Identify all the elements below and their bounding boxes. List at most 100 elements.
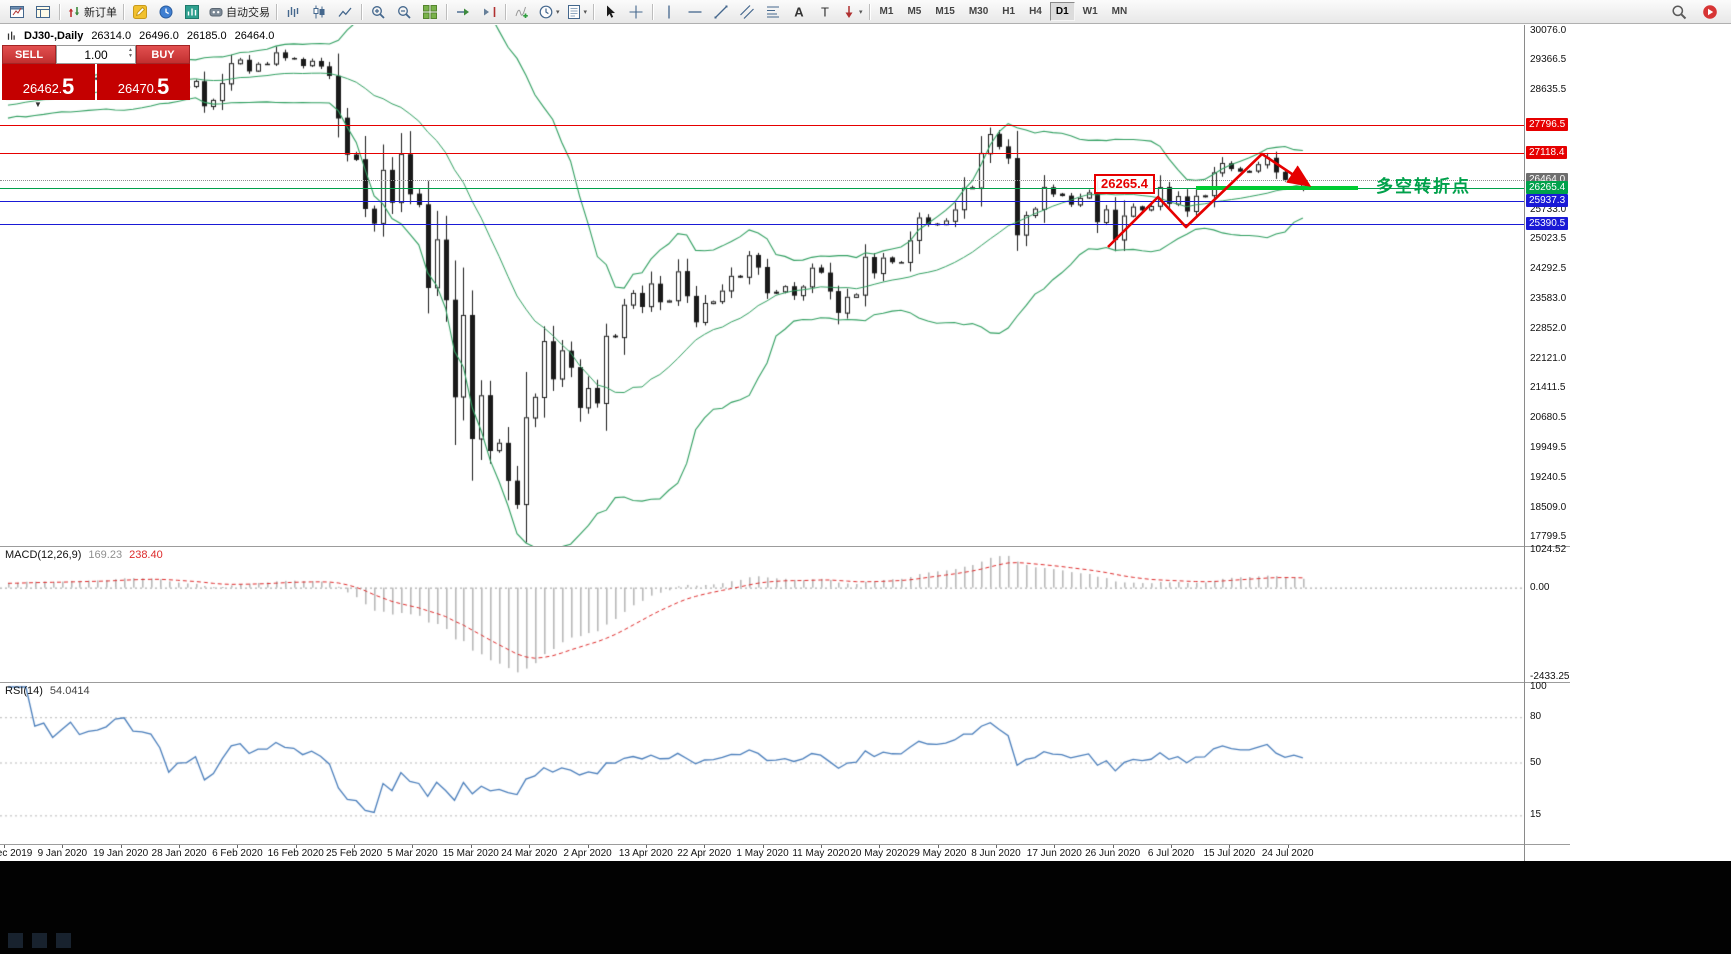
timeframe-h1[interactable]: H1 [1002, 6, 1016, 17]
rsi-scale-label: 50 [1530, 756, 1542, 768]
main-chart-canvas[interactable] [0, 25, 1524, 546]
price-axis-tick: 22852.0 [1530, 322, 1567, 334]
macd-scale-label: -2433.25 [1530, 671, 1570, 682]
panel-separator[interactable] [0, 844, 1570, 845]
time-axis-label: 5 Mar 2020 [387, 848, 438, 859]
vertical-line-icon[interactable] [656, 1, 682, 23]
text-icon[interactable]: A [786, 1, 812, 23]
taskbar-icon[interactable] [32, 933, 47, 948]
timeframe-m30[interactable]: M30 [968, 6, 989, 17]
time-axis-label: 26 Jun 2020 [1085, 848, 1141, 859]
rsi-scale-label: 15 [1530, 809, 1542, 821]
price-level-label: 27796.5 [1526, 117, 1569, 131]
rsi-scale-label: 80 [1530, 711, 1542, 723]
taskbar[interactable] [0, 861, 1731, 954]
bar-chart-icon[interactable] [280, 1, 306, 23]
time-axis-label: 24 Jul 2020 [1261, 848, 1314, 859]
panel-separator[interactable] [0, 682, 1570, 683]
chart-mini-icon [6, 31, 16, 41]
taskbar-icon[interactable] [8, 933, 23, 948]
time-axis-label: 17 Jun 2020 [1026, 848, 1082, 859]
timeframe-mn[interactable]: MN [1111, 6, 1128, 17]
toolbar-separator [868, 3, 870, 20]
auto-scroll-icon[interactable] [450, 1, 476, 23]
volume-input[interactable]: 1.00 ▲ ▼ [56, 45, 136, 64]
toolbar-separator [361, 3, 362, 20]
new-chart-icon[interactable] [4, 1, 30, 23]
macd-title: MACD(12,26,9) [5, 549, 82, 561]
search-icon[interactable] [1666, 1, 1692, 23]
time-axis-label: 15 Jul 2020 [1203, 848, 1256, 859]
zoom-in-icon[interactable] [365, 1, 391, 23]
volume-spinner[interactable]: ▲ ▼ [128, 47, 133, 59]
time-axis-tick [121, 845, 122, 848]
time-axis-label: 31 Dec 2019 [0, 848, 33, 859]
community-icon[interactable] [1697, 1, 1723, 23]
candlestick-chart-icon[interactable] [306, 1, 332, 23]
channel-icon[interactable] [734, 1, 760, 23]
time-axis-label: 24 Mar 2020 [501, 848, 558, 859]
time-axis-tick [529, 845, 530, 848]
zoom-out-icon[interactable] [391, 1, 417, 23]
time-axis-label: 13 Apr 2020 [618, 848, 673, 859]
time-axis-label: 8 Jun 2020 [971, 848, 1021, 859]
time-axis-tick [938, 845, 939, 848]
price-axis-tick: 29366.5 [1530, 53, 1567, 65]
timeframe-w1[interactable]: W1 [1082, 6, 1098, 17]
timeframe-m5[interactable]: M5 [907, 6, 922, 17]
label-icon[interactable]: T [812, 1, 838, 23]
toolbar-separator [652, 3, 654, 20]
sell-price[interactable]: 26462. 5 [2, 64, 95, 100]
price-axis-tick: 25023.5 [1530, 233, 1567, 245]
buy-price[interactable]: 26470. 5 [97, 64, 190, 100]
time-axis-tick [588, 845, 589, 848]
price-level-label: 25390.5 [1526, 216, 1569, 230]
ohlc-low: 26185.0 [186, 30, 227, 42]
svg-text:A: A [794, 4, 804, 19]
price-level-label: 27118.4 [1526, 145, 1568, 159]
trendline-icon[interactable] [708, 1, 734, 23]
arrows-tool-icon[interactable]: ▾ [838, 1, 866, 23]
market-watch-icon[interactable] [153, 1, 179, 23]
time-axis-label: 1 May 2020 [736, 848, 789, 859]
rsi-scale-label: 100 [1530, 681, 1547, 692]
time-axis-tick [1113, 845, 1114, 848]
price-axis-tick: 25733.0 [1530, 203, 1567, 215]
timeframe-d1[interactable]: D1 [1049, 2, 1075, 21]
periods-icon[interactable]: ▾ [535, 1, 563, 23]
timeframe-h4[interactable]: H4 [1029, 6, 1042, 17]
profiles-icon[interactable] [30, 1, 56, 23]
crosshair-icon[interactable] [623, 1, 649, 23]
time-axis-tick [237, 845, 238, 848]
price-level-label: 26265.4 [1526, 180, 1569, 194]
toolbar: 新订单 自动交易 ▾ ▾ A T ▾ M1 M5 M15 M30 H1 H4 D1 W1 MN [0, 0, 1731, 24]
taskbar-icon[interactable] [56, 933, 71, 948]
indicators-icon[interactable] [509, 1, 535, 23]
buy-button[interactable]: BUY [136, 45, 190, 64]
navigator-icon[interactable] [179, 1, 205, 23]
fibonacci-icon[interactable] [760, 1, 786, 23]
price-axis-tick: 20680.5 [1530, 412, 1567, 424]
rsi-panel-canvas[interactable] [0, 683, 1524, 844]
new-order-button[interactable]: 新订单 [63, 1, 120, 23]
templates-icon[interactable]: ▾ [563, 1, 591, 23]
annotation-note-text[interactable]: 多空转折点 [1376, 177, 1471, 196]
line-chart-icon[interactable] [332, 1, 358, 23]
metaeditor-icon[interactable] [127, 1, 153, 23]
timeframe-m15[interactable]: M15 [935, 6, 955, 17]
annotation-price-label[interactable]: 26265.4 [1094, 174, 1155, 194]
cursor-icon[interactable] [597, 1, 623, 23]
macd-scale-label: 1024.52 [1530, 544, 1567, 555]
price-axis[interactable]: 30076.0 29366.5 28635.5 25733.0 25023.5 24292… [1524, 25, 1595, 861]
sell-button[interactable]: SELL [2, 45, 56, 64]
autotrading-button[interactable]: 自动交易 [205, 1, 273, 23]
chart-shift-icon[interactable] [476, 1, 502, 23]
macd-panel-canvas[interactable] [0, 547, 1524, 682]
horizontal-line-icon[interactable] [682, 1, 708, 23]
one-click-collapse-icon[interactable]: ▼ [34, 100, 42, 109]
timeframe-m1[interactable]: M1 [879, 6, 894, 17]
tile-windows-icon[interactable] [417, 1, 443, 23]
time-axis-label: 29 May 2020 [908, 848, 967, 859]
panel-separator[interactable] [0, 546, 1570, 547]
